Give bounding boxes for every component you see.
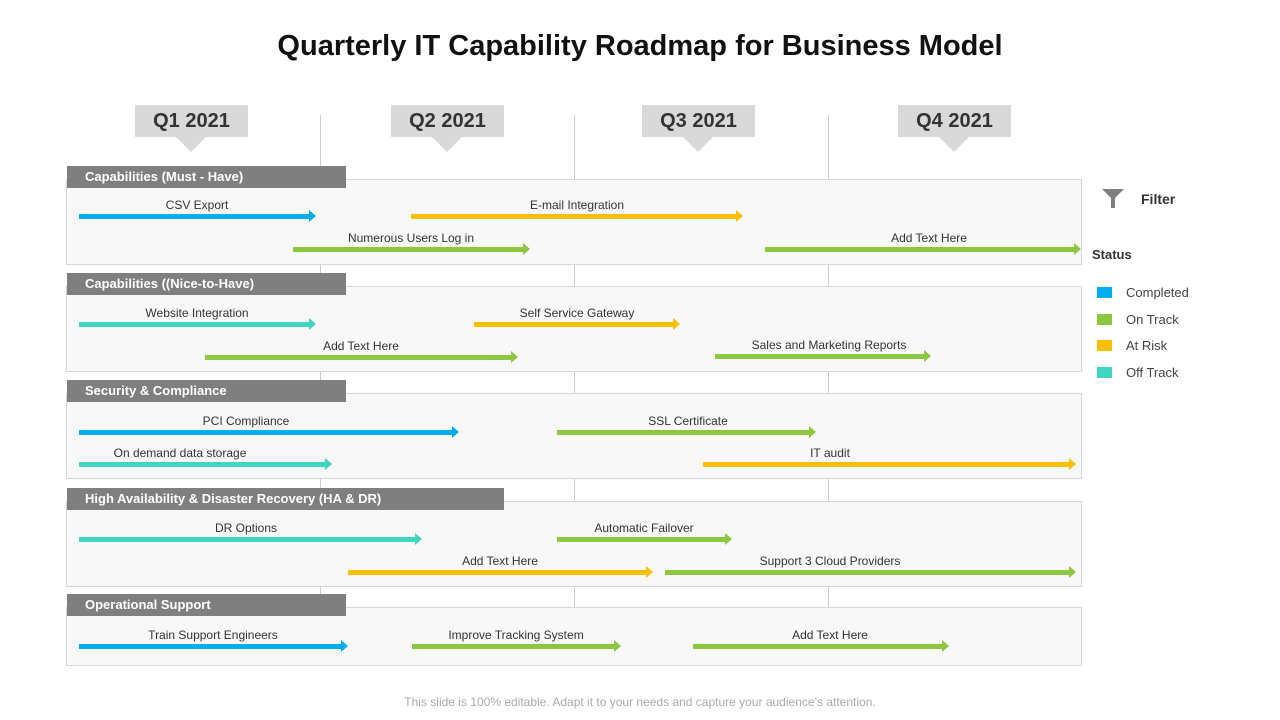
quarter-arrow-icon [432,137,462,152]
timeline-bar-off-track[interactable] [79,458,332,470]
bar-label: Add Text Here [462,554,538,568]
bar-label: PCI Compliance [202,414,290,428]
quarter-header: Q3 2021 [642,105,755,137]
quarter-arrow-icon [683,137,713,152]
bar-label: Improve Tracking System [448,628,584,642]
bar-label: Sales and Marketing Reports [751,338,907,352]
legend-swatch [1097,287,1112,298]
bar-label: IT audit [810,446,850,460]
timeline-bar-at-risk[interactable] [474,318,680,330]
timeline-bar-on-track[interactable] [765,243,1081,255]
bar-label: Add Text Here [792,628,868,642]
section-label: High Availability & Disaster Recovery (H… [67,488,504,510]
quarter-header: Q4 2021 [898,105,1011,137]
bar-label: Website Integration [145,306,249,320]
quarter-arrow-icon [176,137,206,152]
quarter-arrow-icon [939,137,969,152]
funnel-icon[interactable] [1102,189,1124,209]
page-title: Quarterly IT Capability Roadmap for Busi… [277,30,1003,62]
section-label: Capabilities (Must - Have) [67,166,346,188]
filter-label[interactable]: Filter [1141,191,1176,207]
legend-swatch [1097,313,1112,325]
timeline-bar-on-track[interactable] [557,533,732,545]
legend-swatch [1097,340,1112,351]
timeline-bar-on-track[interactable] [693,640,949,652]
section-label: Security & Compliance [67,380,346,402]
bar-label: Self Service Gateway [519,306,635,320]
legend-swatch [1097,366,1112,378]
timeline-bar-completed[interactable] [79,640,348,652]
timeline-bar-off-track[interactable] [79,318,316,330]
section-panel [66,607,1082,666]
timeline-bar-on-track[interactable] [665,566,1076,578]
legend-label: Completed [1126,285,1189,300]
quarter-header: Q1 2021 [135,105,248,137]
timeline-bar-at-risk[interactable] [411,210,743,222]
bar-label: Support 3 Cloud Providers [759,554,901,568]
legend-label: Off Track [1126,364,1179,380]
timeline-bar-on-track[interactable] [715,350,931,362]
status-title: Status [1092,247,1132,262]
timeline-bar-off-track[interactable] [79,533,422,545]
timeline-bar-on-track[interactable] [557,426,816,438]
bar-label: Add Text Here [323,339,399,353]
bar-label: Numerous Users Log in [347,231,475,245]
legend-label: At Risk [1126,338,1168,353]
timeline-bar-on-track[interactable] [293,243,530,255]
section-label: Operational Support [67,594,346,616]
timeline-bar-at-risk[interactable] [348,566,653,578]
bar-label: On demand data storage [113,446,247,460]
quarter-header: Q2 2021 [391,105,504,137]
bar-label: Add Text Here [891,231,967,245]
timeline-bar-on-track[interactable] [412,640,621,652]
timeline-bar-completed[interactable] [79,210,316,222]
timeline-bar-on-track[interactable] [205,351,518,363]
footer-note: This slide is 100% editable. Adapt it to… [404,695,876,709]
legend-label: On Track [1126,311,1179,327]
bar-label: Automatic Failover [594,521,694,535]
bar-label: E-mail Integration [529,198,625,212]
section-label: Capabilities ((Nice-to-Have) [67,273,346,295]
bar-label: Train Support Engineers [148,628,278,642]
timeline-bar-completed[interactable] [79,426,459,438]
bar-label: DR Options [214,521,278,535]
bar-label: CSV Export [165,198,229,212]
section-panel [66,179,1082,265]
timeline-bar-at-risk[interactable] [703,458,1076,470]
bar-label: SSL Certificate [648,414,728,428]
